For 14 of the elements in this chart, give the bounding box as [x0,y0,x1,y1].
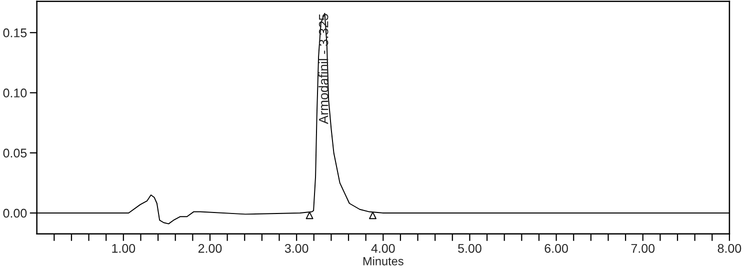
x-tick-label: 1.00 [112,244,136,253]
y-tick-label: 0.10 [3,88,27,98]
x-axis-title: Minutes [363,256,404,266]
y-tick-label: 0.00 [3,208,27,218]
x-tick-label: 5.00 [458,244,482,253]
y-tick-label: 0.15 [3,28,27,38]
annotation: Armodafinil - 3.325 [318,14,328,124]
x-tick-label: 4.00 [371,244,395,253]
x-tick-label: 2.00 [198,244,222,253]
y-tick-label: 0.05 [3,148,27,158]
x-tick-label: 8.00 [718,244,742,253]
x-tick-label: 3.00 [284,244,308,253]
x-tick-label: 6.00 [544,244,568,253]
x-tick-label: 7.00 [631,244,655,253]
